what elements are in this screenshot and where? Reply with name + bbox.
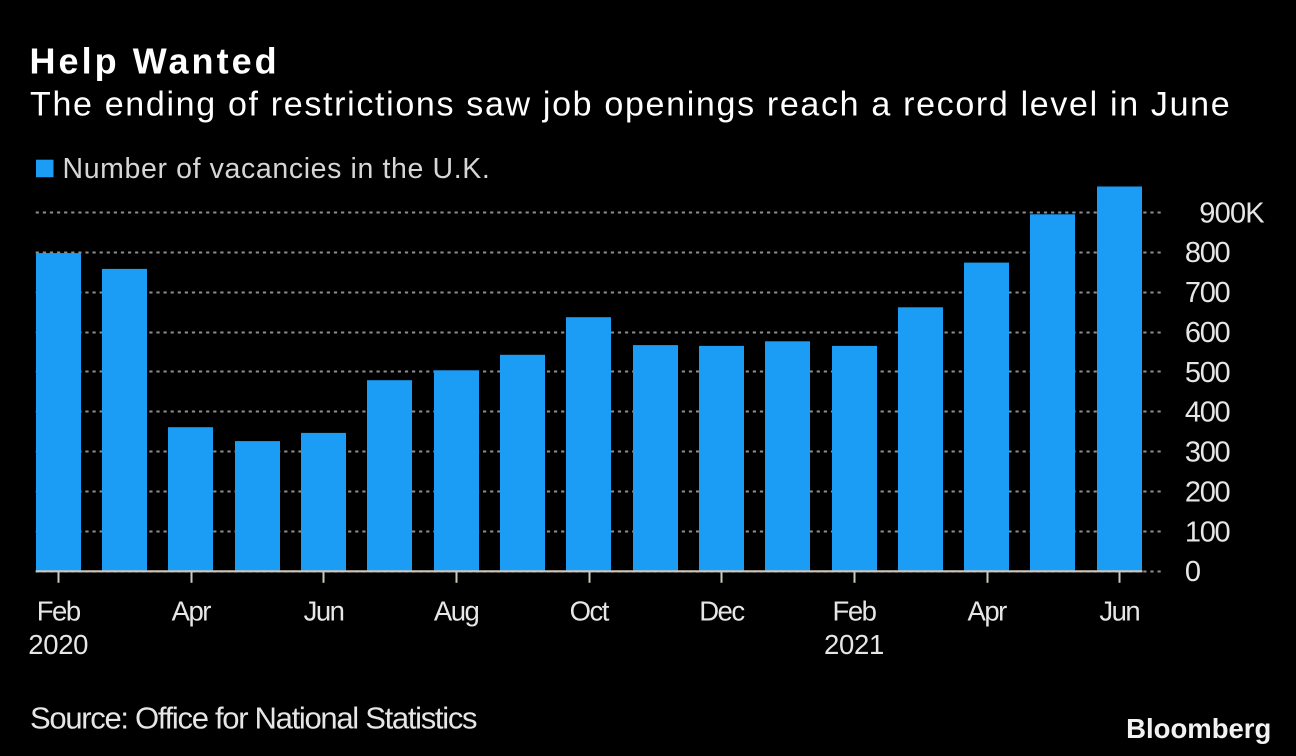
svg-text:The ending of restrictions saw: The ending of restrictions saw job openi… bbox=[30, 85, 1231, 123]
svg-text:Feb: Feb bbox=[833, 595, 877, 626]
svg-text:400: 400 bbox=[1185, 397, 1230, 429]
svg-text:0: 0 bbox=[1185, 556, 1200, 588]
svg-text:Dec: Dec bbox=[699, 595, 745, 626]
svg-text:Jun: Jun bbox=[1099, 595, 1139, 626]
svg-text:600: 600 bbox=[1185, 317, 1230, 349]
svg-text:Bloomberg: Bloomberg bbox=[1126, 713, 1271, 744]
svg-text:Feb: Feb bbox=[37, 595, 81, 626]
svg-text:Number of vacancies in the U.K: Number of vacancies in the U.K. bbox=[63, 153, 491, 185]
svg-text:Apr: Apr bbox=[172, 595, 212, 626]
svg-text:2021: 2021 bbox=[824, 629, 884, 660]
svg-text:Jun: Jun bbox=[304, 595, 344, 626]
svg-text:100: 100 bbox=[1185, 516, 1230, 548]
svg-text:Help Wanted: Help Wanted bbox=[30, 41, 280, 82]
svg-text:Oct: Oct bbox=[570, 595, 610, 626]
svg-text:Source: Office for National St: Source: Office for National Statistics bbox=[30, 700, 477, 735]
svg-text:900K: 900K bbox=[1199, 197, 1265, 229]
svg-text:Aug: Aug bbox=[434, 595, 479, 626]
svg-text:300: 300 bbox=[1185, 437, 1230, 469]
svg-text:500: 500 bbox=[1185, 357, 1230, 389]
svg-text:800: 800 bbox=[1185, 237, 1230, 269]
svg-text:2020: 2020 bbox=[28, 629, 88, 660]
svg-text:Apr: Apr bbox=[968, 595, 1008, 626]
svg-text:200: 200 bbox=[1185, 477, 1230, 509]
svg-text:700: 700 bbox=[1185, 277, 1230, 309]
